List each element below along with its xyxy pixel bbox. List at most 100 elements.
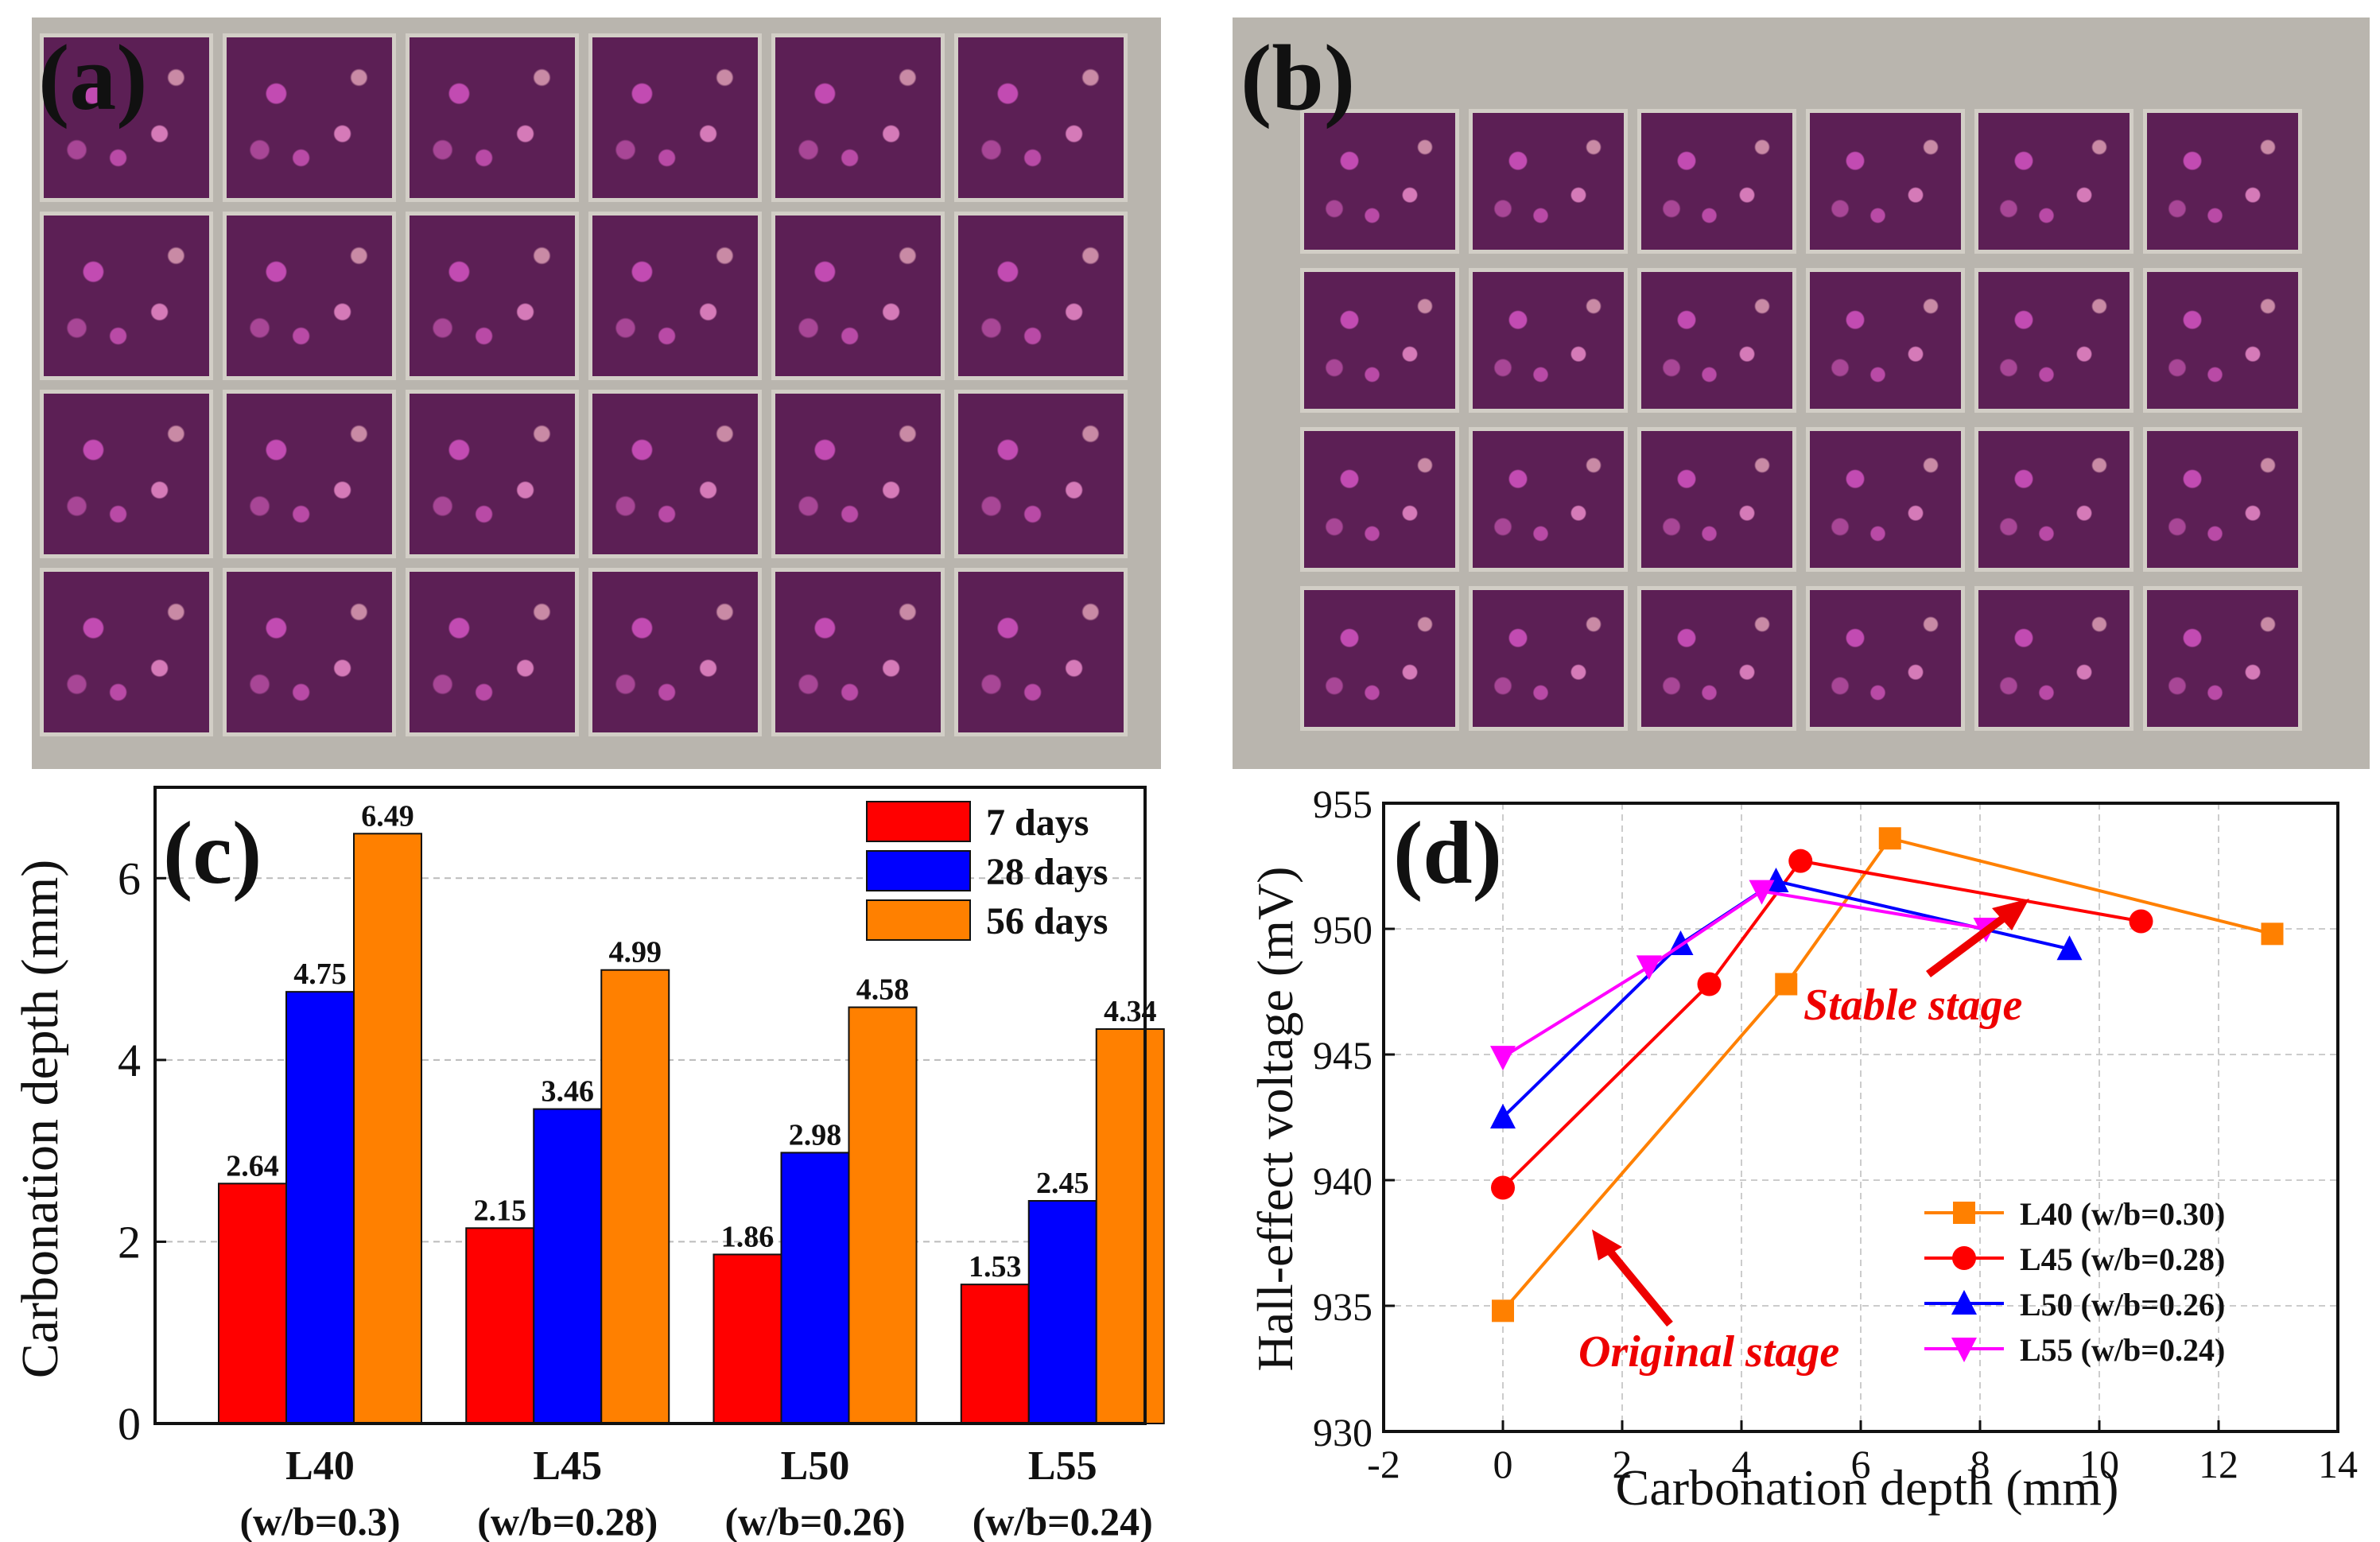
x-tick-label: 14: [2318, 1442, 2358, 1486]
bar: [533, 1108, 603, 1424]
series-line: [1501, 836, 2273, 1312]
bar: [218, 1183, 287, 1424]
panel-label-b: (b): [1240, 25, 1356, 130]
x-tick-label: 6: [1851, 1442, 1871, 1486]
data-point: [1952, 1246, 1976, 1270]
legend-label: 28 days: [986, 851, 1108, 893]
panel-label-c: (c): [163, 804, 262, 903]
photo-b-specimen: [1300, 268, 1459, 413]
data-point: [2056, 935, 2083, 961]
legend-swatch: [866, 801, 971, 842]
photo-b-specimen: [2143, 268, 2302, 413]
data-point: [1749, 880, 1775, 905]
legend-label: L40 (w/b=0.30): [2020, 1196, 2225, 1232]
bar: [1095, 1028, 1165, 1424]
bar: [465, 1227, 535, 1424]
photo-a-specimen: [954, 33, 1128, 202]
photo-b-specimen: [1637, 268, 1796, 413]
annotation-arrowhead: [1992, 899, 2029, 930]
photo-b-specimen: [1806, 427, 1965, 572]
y-tick-label: 935: [1313, 1284, 1372, 1329]
x-tick-label: 12: [2199, 1442, 2238, 1486]
bar-value-label: 3.46: [542, 1075, 595, 1109]
x-category-label: L40: [285, 1443, 355, 1489]
data-point: [2129, 909, 2153, 934]
photo-b-specimen: [1300, 427, 1459, 572]
photo-b-specimen: [1300, 109, 1459, 254]
bar: [848, 1006, 918, 1425]
annotation-arrow: [1603, 1244, 1673, 1327]
data-point: [1788, 849, 1813, 873]
y-tick-label: 940: [1313, 1159, 1372, 1203]
photo-b-specimen: [1974, 109, 2133, 254]
y-tick-label: 6: [118, 853, 141, 904]
photo-b-specimen: [1469, 268, 1628, 413]
photo-b-specimen: [1637, 109, 1796, 254]
bar-value-label: 4.34: [1104, 995, 1157, 1028]
photo-a-specimen: [406, 33, 579, 202]
y-tick-label: 950: [1313, 907, 1372, 952]
bar: [285, 991, 355, 1424]
x-category-sublabel: (w/b=0.26): [724, 1499, 905, 1542]
y-tick-label: 2: [118, 1216, 141, 1268]
annotation-stable-stage: Stable stage: [1803, 981, 2022, 1030]
photo-b-specimen: [1469, 109, 1628, 254]
photo-a-specimen: [588, 212, 762, 380]
photo-b-specimen: [1300, 586, 1459, 731]
x-category-label: L45: [533, 1443, 602, 1489]
x-tick-label: 2: [1613, 1442, 1633, 1486]
bar-chart-carbonation: 2.64 4.75 6.49 2.15 3.46 4.99 1.86 2.98 4.58 1.53…: [11, 786, 1165, 1542]
photo-b-specimen: [2143, 109, 2302, 254]
data-point: [1490, 1046, 1516, 1071]
panel-label-d: (d): [1393, 804, 1502, 903]
photo-b-specimen: [1469, 427, 1628, 572]
photo-a-specimen: [771, 568, 945, 736]
y-tick-label: 955: [1313, 782, 1372, 826]
data-point: [1878, 827, 1901, 850]
plot-frame: [1382, 802, 2339, 1433]
x-category-label: L50: [781, 1443, 850, 1489]
photo-a-specimen: [588, 390, 762, 558]
photo-b-specimen: [1469, 586, 1628, 731]
photo-a-specimen: [771, 390, 945, 558]
y-tick-label: 930: [1313, 1410, 1372, 1455]
data-point: [1492, 1299, 1514, 1323]
bar: [960, 1284, 1030, 1425]
x-category-sublabel: (w/b=0.3): [239, 1499, 400, 1542]
photo-b-specimen: [1806, 586, 1965, 731]
bar: [1027, 1200, 1097, 1424]
photo-b-specimen: [1974, 427, 2133, 572]
data-point: [1491, 1175, 1515, 1200]
bar-value-label: 4.99: [609, 936, 662, 969]
photo-a-specimen: [223, 212, 396, 380]
y-tick-label: 0: [118, 1398, 141, 1450]
photo-a-specimen: [406, 390, 579, 558]
x-tick-label: 0: [1493, 1442, 1513, 1486]
data-point: [1951, 1290, 1977, 1315]
photo-b-specimen: [2143, 586, 2302, 731]
data-point: [2261, 922, 2284, 946]
chart-d-xlabel: Carbonation depth (mm): [1616, 1459, 2119, 1516]
legend-swatch: [866, 850, 971, 891]
photo-b-specimen: [1974, 586, 2133, 731]
photo-b-specimen: [2143, 427, 2302, 572]
photo-b-specimen: [1974, 268, 2133, 413]
plot-frame: [153, 786, 1147, 1425]
bar: [600, 969, 670, 1424]
legend-swatch: [866, 899, 971, 941]
photo-a-specimen: [40, 33, 213, 202]
legend-label: 7 days: [986, 802, 1089, 844]
annotation-arrowhead: [1592, 1229, 1622, 1260]
photo-a-specimen: [40, 568, 213, 736]
bar-value-label: 2.15: [474, 1194, 527, 1227]
photo-a-specimen: [40, 212, 213, 380]
photo-a-specimen: [406, 212, 579, 380]
photo-a-specimen: [771, 33, 945, 202]
photo-a-specimen: [223, 568, 396, 736]
bar-value-label: 1.86: [721, 1220, 775, 1253]
x-tick-label: -2: [1367, 1442, 1400, 1486]
y-tick-label: 4: [118, 1035, 141, 1086]
data-point: [1775, 973, 1798, 996]
bar-value-label: 2.64: [226, 1149, 279, 1183]
data-point: [1951, 1338, 1977, 1362]
